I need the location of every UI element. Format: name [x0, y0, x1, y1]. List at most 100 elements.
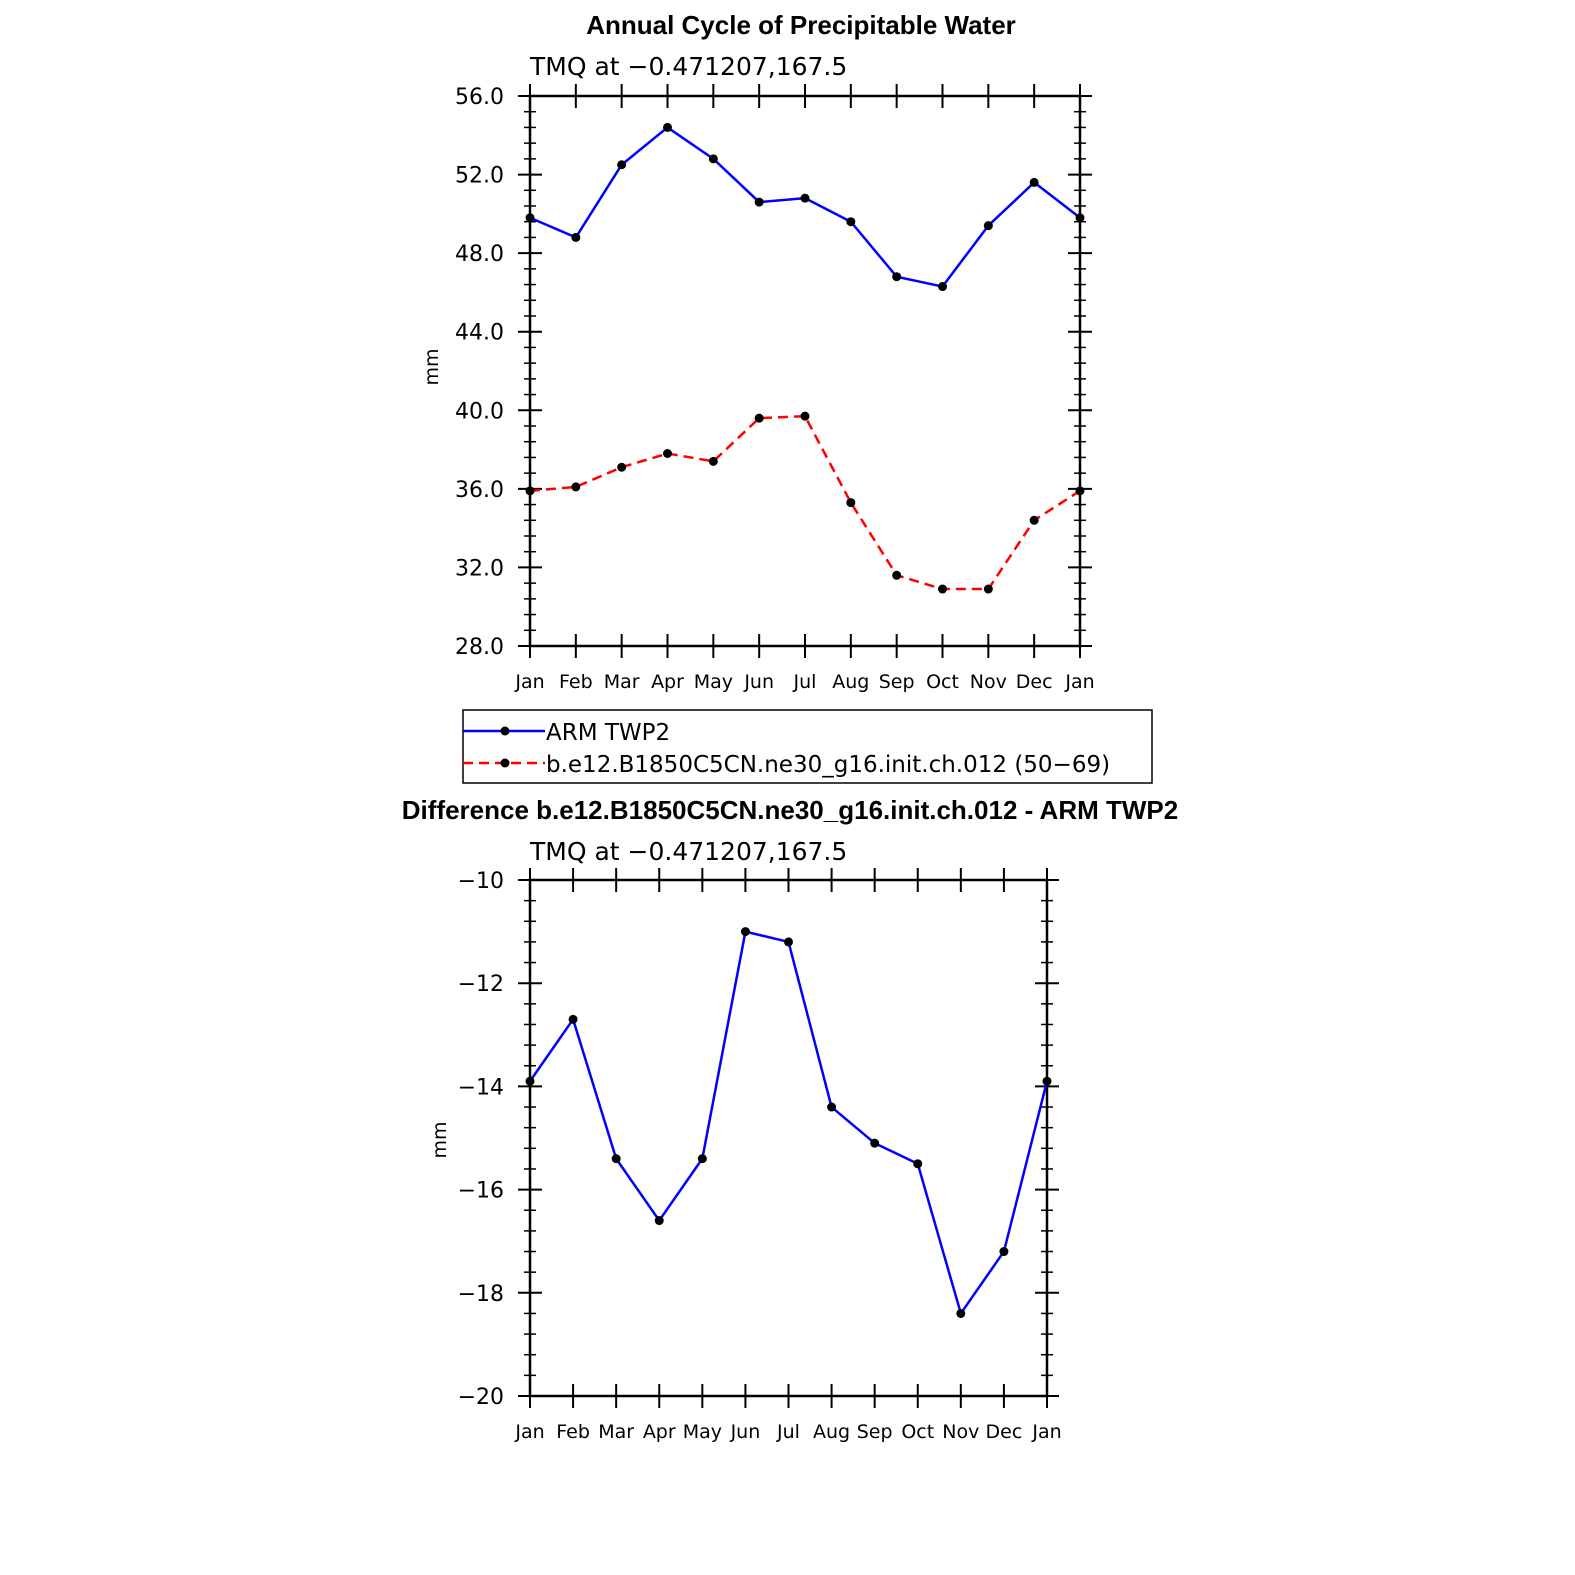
chart1-series-line-1 [529, 125, 1081, 288]
chart1-ytick-label: 56.0 [455, 85, 504, 110]
chart2-xtick-label: Mar [598, 1421, 634, 1443]
chart2-ytick-label: −14 [458, 1075, 504, 1100]
chart1-series-1-point [800, 193, 810, 203]
chart1-xtick-label: Feb [559, 671, 593, 693]
chart2-ytick-label: −10 [458, 869, 504, 894]
chart1-series-2-point [663, 449, 672, 458]
chart1-series-1-point [617, 160, 627, 170]
chart1-xtick-label: Jan [1064, 671, 1094, 693]
legend-label-arm-twp2: ARM TWP2 [546, 720, 670, 746]
chart1-series-1-point [571, 232, 581, 242]
legend-marker-arm-twp2 [500, 726, 510, 736]
chart2-series-1-point [870, 1138, 880, 1148]
chart2-series-1-point [525, 1076, 535, 1086]
chart2-title: Difference b.e12.B1850C5CN.ne30_g16.init… [402, 795, 1178, 825]
chart1-subtitle: TMQ at −0.471207,167.5 [529, 52, 847, 81]
chart2-series-1-point [697, 1154, 707, 1164]
chart1-xtick-label: Jul [793, 671, 817, 693]
chart1-ylabel: mm [421, 348, 443, 385]
chart1-xtick-label: Mar [604, 671, 640, 693]
chart1-xtick-label: Oct [926, 671, 959, 693]
chart2-series-line-1 [528, 930, 1049, 1317]
chart1-ytick-label: 40.0 [455, 399, 504, 424]
chart1-series-1-point [663, 122, 672, 132]
chart1-series-2-point [938, 584, 947, 594]
chart1-xtick-label: Sep [879, 671, 915, 693]
chart1-series-2-point [708, 456, 718, 466]
chart2-xtick-label: Sep [857, 1421, 893, 1443]
chart2-xtick-label: Jul [776, 1421, 800, 1443]
chart1-xtick-label: May [694, 671, 733, 693]
chart1-series-2-point [846, 498, 856, 508]
chart2-series-1-point [827, 1102, 837, 1112]
chart2-series-1-point [784, 937, 793, 947]
chart1-series-1-point [846, 217, 856, 227]
chart2-ytick-label: −16 [458, 1179, 504, 1204]
legend-marker-model [500, 758, 510, 768]
chart1-series-2-point [571, 482, 581, 492]
chart1-xtick-label: Jan [514, 671, 544, 693]
chart1-series-2-point [800, 411, 810, 421]
chart2-ytick-label: −18 [458, 1282, 504, 1307]
chart1-ytick-label: 48.0 [455, 242, 504, 267]
chart1-xtick-label: Apr [651, 671, 684, 693]
chart2-xtick-label: Nov [942, 1421, 979, 1443]
chart1-series-2-point [754, 413, 764, 423]
chart2-ytick-label: −12 [458, 972, 504, 997]
chart1-series-1-point [1075, 213, 1085, 223]
chart1-series-1-point [525, 213, 535, 223]
chart1-series-2-point [1029, 515, 1039, 525]
chart1-series-2-point [1075, 486, 1085, 496]
chart2-xtick-label: Oct [901, 1421, 934, 1443]
chart2-xtick-label: Dec [986, 1421, 1023, 1443]
chart2-series-1-point [611, 1154, 621, 1164]
chart1-xtick-label: Nov [970, 671, 1007, 693]
chart2-xtick-label: Apr [643, 1421, 676, 1443]
chart1-series-1-point [754, 197, 764, 207]
chart2-xtick-label: Jun [730, 1421, 761, 1443]
chart1-ytick-label: 28.0 [455, 635, 504, 660]
chart1-ytick-label: 36.0 [455, 478, 504, 503]
annual-cycle-chart: Annual Cycle of Precipitable Water TMQ a… [421, 10, 1095, 693]
chart2-plot-area: Jan Feb Mar Apr May Jun Jul Aug Sep Oct Nov Dec Jan−… [458, 868, 1062, 1443]
chart2-series-1-point [956, 1308, 966, 1318]
chart2-xtick-label: Jan [514, 1421, 544, 1443]
chart2-xtick-label: Feb [556, 1421, 590, 1443]
chart2-series-1-point [740, 927, 750, 937]
chart1-series-2-point [525, 486, 535, 496]
chart1-series-2-point [892, 570, 902, 580]
difference-chart: Difference b.e12.B1850C5CN.ne30_g16.init… [402, 795, 1178, 1443]
chart1-ytick-label: 32.0 [455, 556, 504, 581]
chart1-ytick-label: 44.0 [455, 321, 504, 346]
chart2-xtick-label: Jan [1031, 1421, 1061, 1443]
legend: ARM TWP2 b.e12.B1850C5CN.ne30_g16.init.c… [462, 709, 1153, 784]
legend-box [462, 709, 1153, 784]
chart1-ytick-label: 52.0 [455, 164, 504, 189]
chart2-ytick-label: −20 [458, 1385, 504, 1410]
chart2-xtick-label: May [683, 1421, 722, 1443]
chart1-xtick-label: Aug [832, 671, 869, 693]
chart1-xtick-label: Jun [743, 671, 774, 693]
chart1-series-line-2 [529, 414, 1081, 591]
chart1-series-1-point [892, 272, 902, 282]
chart2-ylabel: mm [429, 1121, 451, 1158]
chart2-series-1-point [999, 1247, 1009, 1257]
chart2-series-1-point [913, 1159, 923, 1169]
chart2-subtitle: TMQ at −0.471207,167.5 [529, 837, 847, 866]
chart1-series-1-point [1029, 177, 1039, 187]
chart1-series-2-point [983, 584, 993, 594]
chart2-xtick-label: Aug [813, 1421, 850, 1443]
chart1-title: Annual Cycle of Precipitable Water [586, 10, 1016, 40]
chart2-series-1-point [568, 1014, 578, 1024]
chart2-frame [528, 878, 1049, 1398]
chart1-series-1-point [708, 154, 718, 164]
chart2-series-1-point [654, 1216, 664, 1226]
chart1-xtick-label: Dec [1016, 671, 1053, 693]
chart1-series-1-point [983, 221, 993, 231]
chart2-series-1-point [1042, 1076, 1052, 1086]
chart1-plot-area: Jan Feb Mar Apr May Jun Jul Aug Sep Oct Nov Dec Jan 2… [455, 84, 1095, 693]
chart1-series-2-point [617, 462, 627, 472]
chart1-series-1-point [938, 282, 947, 292]
legend-label-model: b.e12.B1850C5CN.ne30_g16.init.ch.012 (50… [546, 752, 1110, 778]
